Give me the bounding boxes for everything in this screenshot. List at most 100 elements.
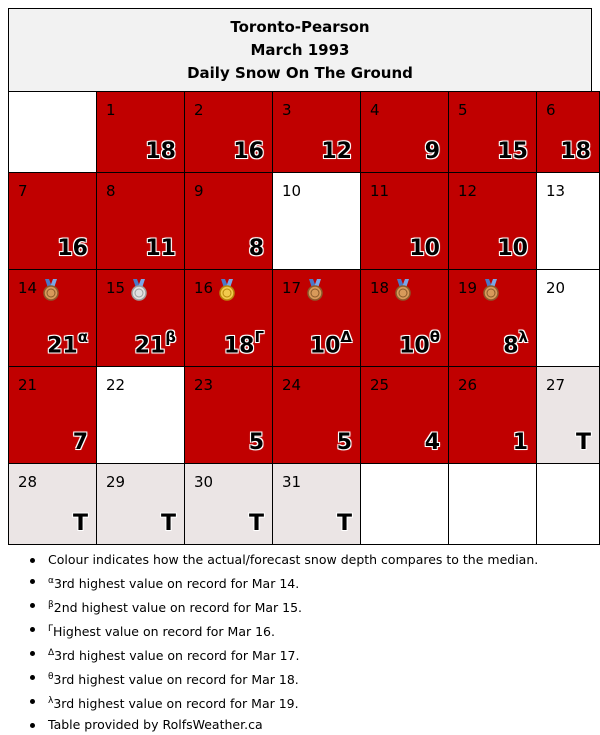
day-cell-30: 30 T	[184, 463, 273, 545]
footnote-text: Highest value on record for Mar 16.	[53, 623, 275, 639]
day-number: 16	[194, 279, 214, 297]
day-number: 18	[370, 279, 390, 297]
day-number: 3	[282, 101, 292, 119]
snow-depth-value: 10	[497, 236, 528, 261]
footnote-text: 3rd highest value on record for Mar 18.	[53, 671, 299, 687]
day-cell-27: 27 T	[536, 366, 600, 464]
snow-depth-value: T	[336, 511, 352, 536]
day-number: 23	[194, 376, 214, 394]
day-number: 30	[194, 473, 214, 491]
day-number: 7	[18, 182, 28, 200]
snow-depth-value: 21α	[47, 327, 88, 358]
day-cell-19: 19 8λ	[448, 269, 537, 367]
day-number: 17	[282, 279, 302, 297]
footnote-text: 3rd highest value on record for Mar 14.	[53, 575, 300, 591]
footnote-text: Colour indicates how the actual/forecast…	[48, 552, 539, 567]
snow-depth-value: 10	[409, 236, 440, 261]
day-number: 9	[194, 182, 204, 200]
calendar-week-row: 1 18 2 16 3 12 4 9 5 15 6 18	[8, 91, 600, 173]
bronze-medal-icon	[40, 278, 62, 302]
snow-depth-value: T	[248, 511, 264, 536]
day-cell-5: 5 15	[448, 91, 537, 173]
day-cell-15: 15 21β	[96, 269, 185, 367]
snow-depth-value: T	[72, 511, 88, 536]
snow-depth-value: 18	[560, 139, 591, 164]
empty-cell	[8, 91, 97, 173]
snow-depth-value: 18Γ	[223, 327, 264, 358]
snow-depth-value: 21β	[134, 327, 176, 358]
gold-medal-icon	[216, 278, 238, 302]
day-number: 4	[370, 101, 380, 119]
record-marker: Γ	[254, 327, 264, 346]
day-number: 10	[282, 182, 302, 200]
day-number: 5	[458, 101, 468, 119]
day-number: 11	[370, 182, 390, 200]
footnote-text: 2nd highest value on record for Mar 15.	[53, 599, 303, 615]
calendar-week-row: 21 7 22 23 5 24 5 25 4 26 1 27 T	[8, 366, 600, 464]
day-cell-23: 23 5	[184, 366, 273, 464]
calendar-grid: 1 18 2 16 3 12 4 9 5 15 6 18 7 16 8 11 9 8 10 11 10 12 10 13 14 2…	[8, 91, 600, 545]
snow-depth-value: 15	[497, 139, 528, 164]
calendar-week-row: 14 21α 15 21β 16 18Γ 17 10Δ 18 10θ 19 8λ 20	[8, 269, 600, 367]
calendar-week-row: 7 16 8 11 9 8 10 11 10 12 10 13	[8, 172, 600, 270]
day-number: 28	[18, 473, 38, 491]
day-cell-22: 22	[96, 366, 185, 464]
footnote-item: Colour indicates how the actual/forecast…	[30, 550, 538, 571]
footnote-marker: θ	[48, 671, 54, 682]
day-cell-21: 21 7	[8, 366, 97, 464]
day-cell-29: 29 T	[96, 463, 185, 545]
month-label: March 1993	[250, 41, 350, 59]
record-marker: Δ	[340, 327, 352, 346]
snow-depth-value: 8	[248, 236, 264, 261]
empty-cell	[448, 463, 537, 545]
day-number: 31	[282, 473, 302, 491]
snow-calendar: Toronto-Pearson March 1993 Daily Snow On…	[8, 8, 600, 545]
footnote-marker: Γ	[48, 623, 54, 634]
silver-medal-icon	[128, 278, 150, 302]
snow-depth-value: 1	[512, 430, 528, 455]
day-cell-26: 26 1	[448, 366, 537, 464]
footnote-item: β2nd highest value on record for Mar 15.	[30, 595, 538, 619]
footnote-text: 3rd highest value on record for Mar 19.	[53, 695, 299, 711]
day-cell-14: 14 21α	[8, 269, 97, 367]
day-cell-16: 16 18Γ	[184, 269, 273, 367]
snow-depth-value: 4	[424, 430, 440, 455]
day-cell-3: 3 12	[272, 91, 361, 173]
day-number: 27	[546, 376, 566, 394]
snow-depth-value: 16	[57, 236, 88, 261]
footnote-item: α3rd highest value on record for Mar 14.	[30, 571, 538, 595]
footnote-marker: β	[48, 599, 54, 610]
snow-depth-value: 16	[233, 139, 264, 164]
day-cell-8: 8 11	[96, 172, 185, 270]
snow-depth-value: 8λ	[503, 327, 529, 358]
calendar-header: Toronto-Pearson March 1993 Daily Snow On…	[8, 8, 592, 91]
footnote-item: λ3rd highest value on record for Mar 19.	[30, 691, 538, 715]
calendar-subtitle: Daily Snow On The Ground	[187, 64, 413, 82]
record-marker: α	[77, 327, 88, 346]
day-number: 12	[458, 182, 478, 200]
snow-depth-value: 12	[321, 139, 352, 164]
empty-cell	[536, 463, 600, 545]
day-cell-12: 12 10	[448, 172, 537, 270]
day-cell-7: 7 16	[8, 172, 97, 270]
bronze-medal-icon	[304, 278, 326, 302]
day-number: 22	[106, 376, 126, 394]
snow-depth-value: 11	[145, 236, 176, 261]
day-cell-31: 31 T	[272, 463, 361, 545]
day-number: 13	[546, 182, 566, 200]
record-marker: θ	[429, 327, 440, 346]
day-number: 21	[18, 376, 38, 394]
snow-depth-value: T	[160, 511, 176, 536]
day-number: 20	[546, 279, 566, 297]
empty-cell	[360, 463, 449, 545]
record-marker: λ	[518, 327, 529, 346]
footnote-item: ΓHighest value on record for Mar 16.	[30, 619, 538, 643]
day-number: 24	[282, 376, 302, 394]
day-cell-2: 2 16	[184, 91, 273, 173]
footnote-marker: α	[48, 575, 54, 586]
day-cell-20: 20	[536, 269, 600, 367]
day-number: 29	[106, 473, 126, 491]
day-cell-25: 25 4	[360, 366, 449, 464]
day-cell-28: 28 T	[8, 463, 97, 545]
